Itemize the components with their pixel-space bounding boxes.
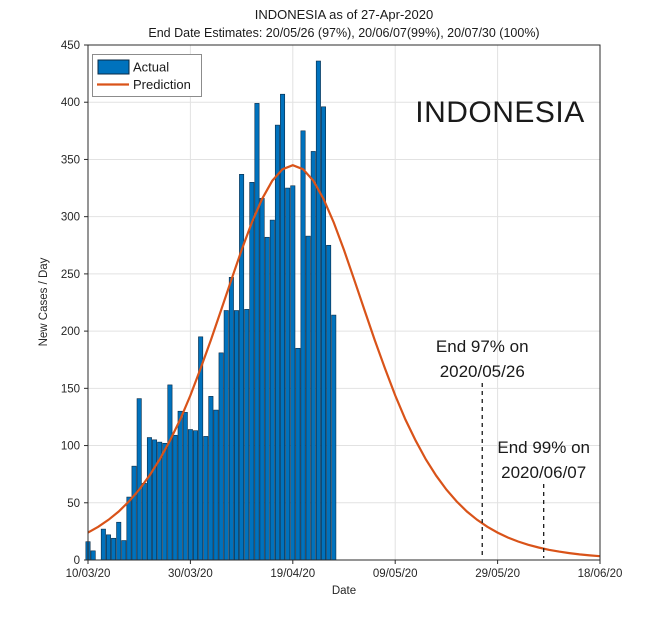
end-label-99%-line1: End 99% on [497,438,590,457]
bar-actual-day-7 [121,540,127,561]
x-tick-label: 09/05/20 [373,568,418,580]
y-tick-label: 150 [61,383,80,395]
bar-actual-day-25 [213,409,219,561]
legend-prediction-label: Prediction [133,77,191,92]
end-label-97%-line2: 2020/05/26 [440,362,525,381]
bar-actual-day-32 [249,182,255,561]
legend-actual-swatch [97,59,130,75]
bar-actual-day-40 [290,185,296,561]
x-tick-label: 10/03/20 [66,568,111,580]
y-tick-label: 350 [61,154,80,166]
bar-actual-day-41 [295,347,301,561]
bar-actual-day-10 [136,398,142,561]
bar-actual-day-38 [280,93,286,561]
bar-actual-day-47 [326,244,332,561]
prediction-curve [87,164,601,558]
bar-actual-day-3 [100,528,106,561]
x-axis-label: Date [332,585,356,597]
bar-actual-day-23 [203,436,209,561]
chart-subtitle: End Date Estimates: 20/05/26 (97%), 20/0… [148,26,539,40]
bar-actual-day-5 [111,537,117,561]
bar-actual-day-43 [305,235,311,561]
bar-actual-day-12 [146,437,152,561]
x-tick-label: 18/06/20 [578,568,623,580]
bar-actual-day-42 [300,130,306,561]
x-tick-label: 19/04/20 [270,568,315,580]
bar-actual-day-34 [259,198,265,561]
y-tick-label: 50 [67,498,80,510]
bar-actual-day-35 [264,236,270,561]
bar-actual-day-9 [131,465,137,561]
bar-actual-day-4 [106,534,111,561]
y-tick-label: 100 [61,441,80,453]
bar-actual-day-6 [116,521,122,561]
bar-actual-day-46 [321,106,326,561]
y-tick-label: 300 [61,212,80,224]
bar-actual-day-24 [208,396,214,561]
bar-actual-day-13 [152,439,158,561]
bar-actual-day-37 [274,124,280,561]
bar-actual-day-29 [234,310,239,561]
bar-actual-day-36 [269,219,275,561]
x-axis-tick-labels: 10/03/20 30/03/20 19/04/20 09/05/20 29/05/20… [66,568,623,580]
bar-actual-day-11 [141,483,147,561]
bar-actual-day-1 [90,550,96,561]
bar-actual-day-48 [331,314,337,561]
bar-actual-day-15 [162,442,168,561]
bar-actual-day-26 [218,352,224,561]
bar-actual-day-33 [254,103,260,561]
x-tick-label: 29/05/20 [475,568,520,580]
end-estimate-labels: End 97% on 2020/05/26 End 99% on 2020/06/07 [436,337,590,482]
axis-tick-marks [84,44,601,564]
y-tick-label: 450 [61,40,80,52]
country-watermark: INDONESIA [415,96,585,129]
y-axis-tick-labels: 0 50 100 150 200 250 300 350 400 450 [61,40,80,567]
bar-actual-day-27 [223,310,229,561]
bar-actual-day-45 [315,60,321,561]
bar-actual-day-8 [126,496,132,561]
bar-actual-day-31 [244,309,250,561]
y-tick-label: 200 [61,326,80,338]
y-tick-label: 400 [61,97,80,109]
bar-actual-day-18 [177,410,183,561]
end-label-97%-line1: End 97% on [436,337,529,356]
x-tick-label: 30/03/20 [168,568,213,580]
y-tick-label: 250 [61,269,80,281]
bar-actual-day-30 [239,174,245,561]
bar-actual-day-39 [285,187,291,561]
y-axis-label: New Cases / Day [38,257,50,346]
plot-border [87,44,601,561]
bar-actual-day-19 [182,412,188,561]
bar-actual-day-28 [228,277,234,561]
bar-actual-day-16 [167,384,173,561]
bar-actual-day-17 [172,434,178,561]
legend: Actual Prediction [92,54,202,97]
bar-actual-day-44 [310,151,316,561]
chart-title: INDONESIA as of 27-Apr-2020 [255,7,433,22]
legend-actual-label: Actual [133,60,169,75]
y-tick-label: 0 [74,555,80,567]
end-estimate-dashed-lines [481,383,545,558]
end-label-99%-line2: 2020/06/07 [501,463,586,482]
bar-actual-day-21 [193,430,198,561]
actual-bars-series [85,60,337,561]
bar-actual-day-20 [187,429,193,561]
